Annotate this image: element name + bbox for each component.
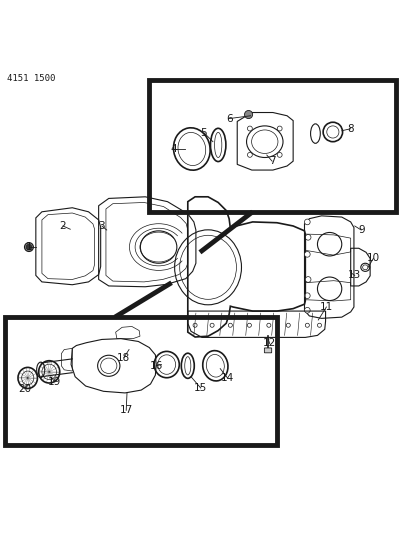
Text: 8: 8 [347,124,354,134]
Text: 1: 1 [26,242,32,252]
Text: 19: 19 [48,377,62,387]
Text: 20: 20 [18,384,31,394]
Text: 5: 5 [201,128,207,138]
Text: 3: 3 [99,221,105,231]
Circle shape [277,152,282,157]
Text: 15: 15 [194,383,207,393]
FancyBboxPatch shape [264,348,272,353]
Text: 16: 16 [150,361,163,371]
Text: 7: 7 [269,156,275,166]
Text: 13: 13 [348,270,361,280]
Circle shape [305,235,311,240]
Text: 9: 9 [358,225,364,235]
Text: 17: 17 [120,406,133,415]
Circle shape [304,308,310,313]
Circle shape [304,252,310,257]
Text: 12: 12 [263,338,276,349]
Text: 2: 2 [60,221,66,231]
Circle shape [248,152,252,157]
Circle shape [244,110,253,119]
Text: 4151 1500: 4151 1500 [7,74,56,83]
Circle shape [304,219,310,225]
Text: 11: 11 [320,302,333,312]
Text: 14: 14 [221,373,234,383]
Text: 10: 10 [367,253,380,263]
Text: 4: 4 [170,144,177,154]
Circle shape [26,244,32,250]
Text: 18: 18 [117,353,131,362]
Circle shape [305,277,311,282]
Circle shape [248,126,252,131]
Circle shape [24,243,33,252]
Text: 6: 6 [226,114,233,124]
Circle shape [304,293,310,298]
Circle shape [277,126,282,131]
